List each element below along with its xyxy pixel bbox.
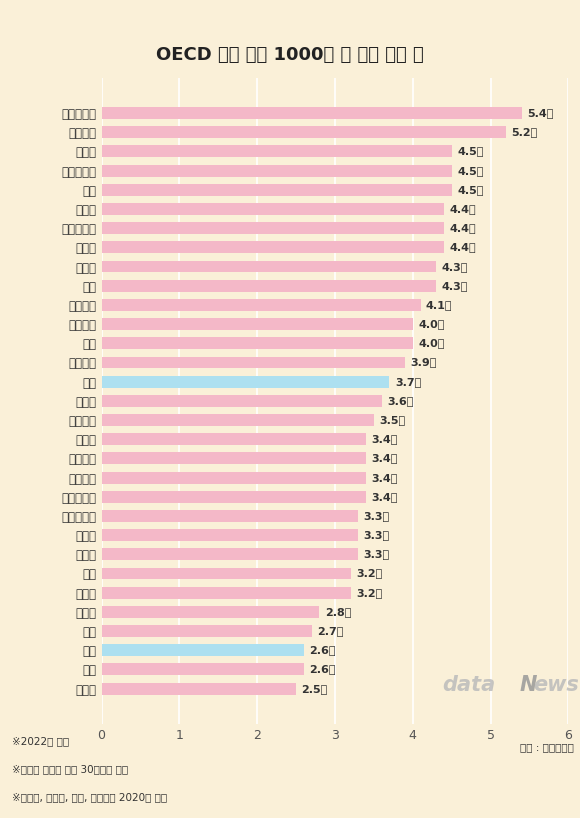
Bar	[102, 184, 452, 196]
Text: 3.5명: 3.5명	[379, 415, 405, 425]
Bar	[102, 203, 444, 215]
Bar	[102, 126, 506, 138]
Text: 4.4명: 4.4명	[450, 242, 476, 252]
Text: 5.2명: 5.2명	[512, 128, 538, 137]
Text: ews: ews	[534, 675, 579, 695]
Text: data: data	[443, 675, 495, 695]
Text: 2.6명: 2.6명	[309, 664, 336, 674]
Bar	[102, 452, 366, 465]
Text: N: N	[519, 675, 537, 695]
Text: 4.1명: 4.1명	[426, 300, 452, 310]
Bar	[102, 164, 452, 177]
Text: 3.4명: 3.4명	[372, 434, 398, 444]
Bar	[102, 587, 350, 599]
Text: 3.4명: 3.4명	[372, 492, 398, 501]
Text: 3.3명: 3.3명	[364, 511, 390, 521]
Bar	[102, 663, 304, 676]
Bar	[102, 146, 452, 157]
Bar	[102, 375, 389, 388]
Text: 3.7명: 3.7명	[395, 376, 421, 387]
Text: OECD 국가 인구 1000명 당 임상 의사 수: OECD 국가 인구 1000명 당 임상 의사 수	[156, 46, 424, 65]
Text: 4.4명: 4.4명	[450, 204, 476, 214]
Text: 2.5명: 2.5명	[302, 684, 328, 694]
Bar	[102, 280, 436, 292]
Bar	[102, 683, 296, 694]
Text: ※평균은 통계가 있는 30개국의 평균: ※평균은 통계가 있는 30개국의 평균	[12, 764, 128, 774]
Text: 3.2명: 3.2명	[356, 569, 382, 578]
Bar	[102, 645, 304, 656]
Bar	[102, 299, 420, 311]
Text: 2.6명: 2.6명	[309, 645, 336, 655]
Bar	[102, 222, 444, 234]
Bar	[102, 241, 444, 254]
Text: 4.0명: 4.0명	[418, 319, 445, 329]
Text: 자료 : 보건복지부: 자료 : 보건복지부	[520, 743, 574, 753]
Text: 4.4명: 4.4명	[450, 223, 476, 233]
Bar	[102, 357, 405, 368]
Text: 3.4명: 3.4명	[372, 453, 398, 463]
Text: ※2022년 기준: ※2022년 기준	[12, 736, 68, 746]
Text: 2.7명: 2.7명	[317, 626, 343, 636]
Bar	[102, 261, 436, 272]
Bar	[102, 568, 350, 579]
Bar	[102, 395, 382, 407]
Bar	[102, 318, 413, 330]
Bar	[102, 548, 358, 560]
Bar	[102, 491, 366, 503]
Text: 5.4명: 5.4명	[527, 108, 553, 118]
Text: 4.5명: 4.5명	[457, 146, 484, 156]
Text: 3.3명: 3.3명	[364, 550, 390, 560]
Bar	[102, 625, 311, 637]
Bar	[102, 414, 374, 426]
Bar	[102, 510, 358, 522]
Text: ※덴마크, 핀란드, 일본, 스웨덴은 2020년 수치: ※덴마크, 핀란드, 일본, 스웨덴은 2020년 수치	[12, 793, 166, 802]
Text: 4.5명: 4.5명	[457, 165, 484, 176]
Bar	[102, 107, 522, 119]
Text: 4.3명: 4.3명	[441, 262, 468, 272]
Bar	[102, 606, 320, 618]
Bar	[102, 337, 413, 349]
Text: 3.6명: 3.6명	[387, 396, 414, 406]
Text: 3.3명: 3.3명	[364, 530, 390, 540]
Bar	[102, 529, 358, 541]
Text: 2.8명: 2.8명	[325, 607, 351, 617]
Text: 3.4명: 3.4명	[372, 473, 398, 483]
Text: 3.9명: 3.9명	[411, 357, 437, 367]
Text: 3.2명: 3.2명	[356, 587, 382, 598]
Text: 4.0명: 4.0명	[418, 339, 445, 348]
Text: 4.3명: 4.3명	[441, 281, 468, 290]
Bar	[102, 434, 366, 445]
Bar	[102, 472, 366, 483]
Text: 4.5명: 4.5명	[457, 185, 484, 195]
